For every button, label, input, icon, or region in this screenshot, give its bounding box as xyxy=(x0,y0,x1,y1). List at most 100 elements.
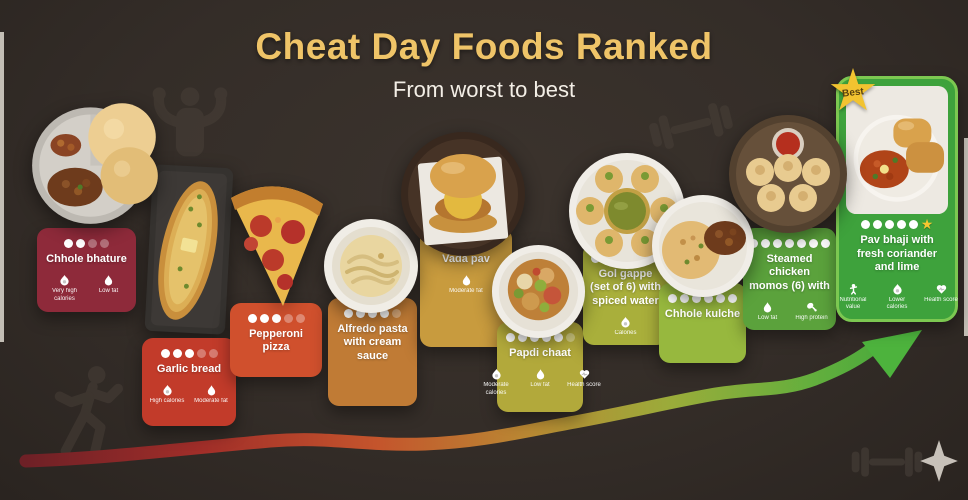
score-dot-faded xyxy=(196,348,206,358)
left-edge-artifact xyxy=(0,32,4,342)
pav-bhaji-photo xyxy=(846,86,948,215)
score-dot-faded xyxy=(88,238,97,248)
alfredo-pasta-photo xyxy=(321,216,421,316)
food-card: Garlic bread High calories Moderate fat xyxy=(142,338,236,426)
food-name: Gol gappe (set of 6) with spiced water xyxy=(590,268,661,307)
header: Cheat Day Foods Ranked From worst to bes… xyxy=(0,26,968,103)
runner-icon xyxy=(46,362,124,462)
badge-label: Low fat xyxy=(530,382,550,389)
score-dot xyxy=(517,332,527,342)
right-edge-artifact xyxy=(964,138,968,336)
badge-label: Low fat xyxy=(98,288,119,295)
food-name: Garlic bread xyxy=(156,363,222,375)
food-name: Chhole bhature xyxy=(46,253,127,265)
chhole-bhature-photo xyxy=(27,90,165,228)
star-icon: ★ xyxy=(827,58,879,123)
food-name: Steamed chicken momos (6) with xyxy=(749,253,830,292)
score-dot xyxy=(809,238,818,248)
score-dot xyxy=(356,308,365,318)
nutrition-badge: High calories xyxy=(149,384,186,405)
nutrition-badge: Calories xyxy=(607,316,644,337)
food-card: Chhole bhature Very high calories Low fat xyxy=(37,228,136,312)
nutrition-badge: Low fat xyxy=(749,301,786,322)
score-dot xyxy=(773,238,782,248)
score-dot xyxy=(553,332,563,342)
badge-label: Calories xyxy=(614,330,637,337)
dumbbell-icon xyxy=(643,90,739,161)
garlic-bread-photo xyxy=(139,160,237,342)
food-name: Pepperoni pizza xyxy=(249,328,303,354)
score-dots: ★ xyxy=(860,217,933,231)
papdi-chaat-photo xyxy=(489,238,588,342)
food-card: Steamed chicken momos (6) with Low fat Hig… xyxy=(743,228,836,331)
score-dots xyxy=(344,308,401,318)
flame-icon xyxy=(491,368,502,380)
flame-icon xyxy=(620,316,631,328)
nutrition-badges: High calories Moderate fat xyxy=(149,384,230,405)
biceps-flex-icon xyxy=(148,82,232,172)
droplet-icon xyxy=(103,274,114,286)
nutrition-badge: Low fat xyxy=(90,274,127,302)
score-dot xyxy=(344,308,353,318)
score-dot-faded xyxy=(565,332,575,342)
score-dot xyxy=(259,313,269,323)
score-dot-faded xyxy=(208,348,218,358)
food-name: Pav bhaji with fresh coriander and lime xyxy=(856,234,938,274)
score-dot xyxy=(821,238,830,248)
badge-label: Lower calories xyxy=(886,296,908,310)
score-dot xyxy=(692,293,701,303)
score-dot xyxy=(271,313,281,323)
score-dot xyxy=(76,238,85,248)
food-name: Vada pav xyxy=(442,253,490,265)
droplet-icon xyxy=(461,274,472,286)
score-dot xyxy=(160,348,170,358)
food-card: Pepperoni pizza xyxy=(230,303,322,377)
score-dots xyxy=(247,313,305,323)
score-dot xyxy=(704,293,713,303)
score-dot xyxy=(896,219,906,229)
badge-label: Health score xyxy=(924,296,958,303)
page-subtitle: From worst to best xyxy=(392,77,576,102)
badge-label: Moderate calories xyxy=(483,382,509,396)
gol-gappe-photo xyxy=(566,148,688,273)
nutrition-badges: Moderate calories Low fat Health score xyxy=(478,368,603,396)
score-dot xyxy=(380,308,389,318)
heart-icon xyxy=(579,368,590,380)
nutrition-badges: Low fat High protein xyxy=(749,301,830,322)
droplet-icon xyxy=(206,384,217,396)
badge-label: Very high calories xyxy=(51,288,78,302)
dumbbell-icon xyxy=(850,440,924,484)
food-card-best: ★ Best ★ Pav bhaji with fresh coriander and… xyxy=(827,61,958,322)
nutrition-badges: Very high calories Low fat xyxy=(46,274,127,302)
score-dot-faded xyxy=(392,308,401,318)
badge-label: Moderate fat xyxy=(449,288,483,295)
score-dots xyxy=(749,238,830,248)
nutrition-badge: Very high calories xyxy=(46,274,83,302)
score-dot xyxy=(368,308,377,318)
score-dots xyxy=(668,293,737,303)
nutrition-badge: Low fat xyxy=(522,368,559,396)
flame-icon xyxy=(162,384,173,396)
badge-label: High protein xyxy=(795,315,828,322)
score-dot xyxy=(172,348,182,358)
droplet-icon xyxy=(762,301,773,313)
score-dot xyxy=(872,219,882,229)
vada-pav-photo xyxy=(397,124,529,259)
nutrition-badge: Lower calories xyxy=(879,283,916,311)
nutrition-badges: Moderate fat xyxy=(448,274,485,295)
nutrition-badge: Health score xyxy=(566,368,603,396)
score-dot xyxy=(716,293,725,303)
score-dot xyxy=(728,293,737,303)
score-dots xyxy=(64,238,109,248)
heart-icon xyxy=(936,283,947,295)
badge-label: Health score xyxy=(567,382,601,389)
protein-icon xyxy=(806,301,817,313)
chhole-kulche-photo xyxy=(649,192,757,300)
nutrition-badge: High protein xyxy=(793,301,830,322)
score-dot xyxy=(505,332,515,342)
badge-label: High calories xyxy=(149,398,185,405)
score-dot xyxy=(247,313,257,323)
droplet-icon xyxy=(535,368,546,380)
score-dot xyxy=(860,219,870,229)
score-dot xyxy=(908,219,918,229)
